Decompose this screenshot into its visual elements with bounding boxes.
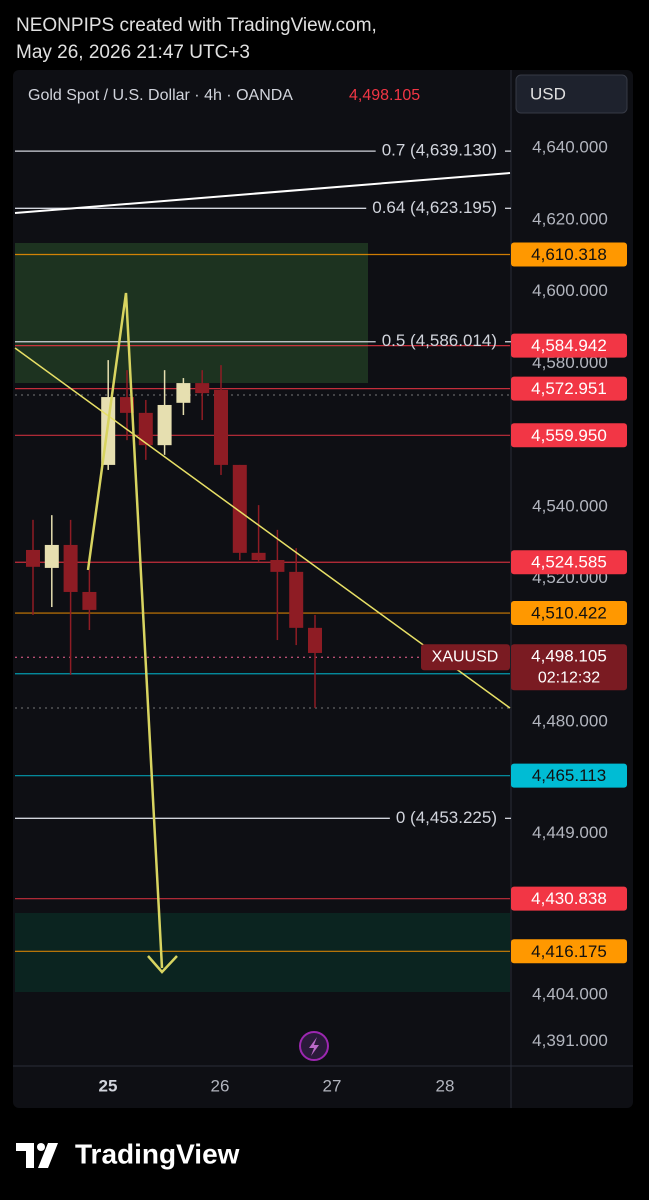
fib-label: 0.64 (4,623.195) bbox=[372, 198, 497, 217]
price-badge bbox=[511, 886, 627, 911]
logo bbox=[16, 1143, 58, 1168]
candle-body bbox=[251, 552, 266, 561]
candle-body bbox=[26, 549, 40, 567]
price-badge bbox=[511, 550, 627, 575]
fib-label: 0 (4,453.225) bbox=[396, 808, 497, 827]
symbol-badge-text: XAUUSD bbox=[432, 648, 499, 665]
current-badge bbox=[511, 644, 627, 691]
logo-mark bbox=[38, 1143, 58, 1168]
candle-body bbox=[270, 560, 285, 572]
price-badge-text: 4,524.585 bbox=[531, 553, 607, 572]
price-badge bbox=[511, 939, 627, 964]
price-label: 4,480.000 bbox=[532, 712, 608, 731]
candle-body bbox=[214, 389, 228, 465]
price-label: 4,404.000 bbox=[532, 984, 608, 1003]
currency: USD bbox=[530, 84, 566, 103]
price-label: 4,620.000 bbox=[532, 209, 608, 228]
price-badge bbox=[511, 333, 627, 358]
supply-zone bbox=[15, 243, 368, 383]
price-label: 4,449.000 bbox=[532, 823, 608, 842]
price-badge-text: 4,416.175 bbox=[531, 942, 607, 961]
candle-body bbox=[138, 412, 153, 446]
countdown: 02:12:32 bbox=[538, 669, 600, 686]
candle-body bbox=[63, 544, 78, 592]
candle-body bbox=[157, 404, 172, 446]
header-line: NEONPIPS created with TradingView.com, bbox=[16, 15, 377, 36]
price-label: 4,391.000 bbox=[532, 1031, 608, 1050]
trendline bbox=[14, 172, 511, 214]
price-badge-text: 4,572.951 bbox=[531, 379, 607, 398]
time-label: 25 bbox=[99, 1076, 118, 1095]
symbol-title: Gold Spot / U.S. Dollar · 4h · OANDA bbox=[28, 87, 293, 104]
price-badge-text: 4,430.838 bbox=[531, 889, 607, 908]
fib-label: 0.7 (4,639.130) bbox=[382, 141, 497, 160]
current-price: 4,498.105 bbox=[531, 647, 607, 666]
price-label: 4,540.000 bbox=[532, 496, 608, 515]
candle-body bbox=[289, 571, 304, 628]
time-label: 28 bbox=[436, 1076, 455, 1095]
projection-arrow bbox=[86, 292, 164, 969]
candle-body bbox=[44, 544, 59, 568]
brand: TradingView bbox=[75, 1138, 240, 1169]
time-label: 26 bbox=[211, 1076, 230, 1095]
candle-body bbox=[232, 464, 247, 553]
price-label: 4,600.000 bbox=[532, 281, 608, 300]
price-badge-text: 4,559.950 bbox=[531, 426, 607, 445]
price-badge-text: 4,584.942 bbox=[531, 336, 607, 355]
symbol-badge bbox=[421, 644, 510, 671]
price-label: 4,640.000 bbox=[532, 137, 608, 156]
fib-label: 0.5 (4,586.014) bbox=[382, 331, 497, 350]
price-badge bbox=[511, 376, 627, 401]
price-badge bbox=[511, 601, 627, 626]
candle-body bbox=[308, 627, 322, 653]
price-badge bbox=[511, 242, 627, 267]
lightning bbox=[309, 1037, 319, 1056]
candle-body bbox=[176, 383, 191, 403]
demand-zone bbox=[15, 913, 510, 992]
price-badge-text: 4,465.113 bbox=[532, 766, 606, 785]
logo-mark bbox=[16, 1143, 34, 1168]
logo-mark bbox=[37, 1143, 45, 1151]
price-badge-text: 4,510.422 bbox=[531, 604, 607, 623]
price-badge bbox=[511, 423, 627, 448]
arrow-head bbox=[147, 955, 178, 974]
candle-body bbox=[82, 591, 97, 610]
candle-body bbox=[120, 397, 134, 413]
candle-body bbox=[195, 383, 210, 394]
currency-button[interactable] bbox=[515, 74, 628, 114]
price-badge-text: 4,610.318 bbox=[531, 245, 607, 264]
time-label: 27 bbox=[323, 1076, 342, 1095]
header-line: May 26, 2026 21:47 UTC+3 bbox=[16, 42, 250, 63]
price-badge bbox=[511, 763, 627, 788]
last-price: 4,498.105 bbox=[349, 87, 420, 104]
